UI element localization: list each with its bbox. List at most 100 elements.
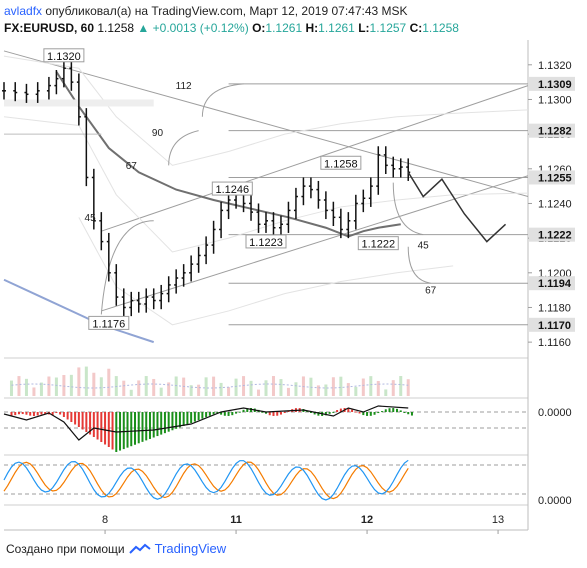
price-label-box: [529, 227, 575, 242]
price-pane[interactable]: [4, 40, 528, 358]
trend-line: [3, 50, 529, 198]
volume-bar: [257, 389, 261, 396]
volume-bar: [376, 380, 380, 396]
volume-bar: [264, 380, 268, 396]
macd-histogram-bar: [134, 412, 136, 445]
macd-histogram-bar: [193, 412, 196, 422]
macd-histogram-bar: [208, 412, 211, 416]
macd-histogram-bar: [205, 412, 208, 418]
macd-histogram-bar: [403, 412, 406, 413]
macd-histogram-bar: [369, 412, 372, 416]
macd-histogram-bar: [212, 412, 215, 415]
macd-histogram-bar: [268, 412, 271, 416]
macd-histogram-bar: [171, 412, 174, 431]
macd-histogram-bar: [238, 411, 241, 413]
macd-pane: 0.0000: [3, 405, 572, 452]
volume-bar: [242, 376, 246, 396]
macd-histogram-bar: [10, 412, 13, 416]
time-axis[interactable]: 8 11 12 13: [102, 514, 504, 534]
volume-bar: [406, 379, 410, 396]
macd-histogram-bar: [287, 410, 290, 412]
macd-histogram-bar: [339, 408, 342, 412]
volume-bar: [129, 389, 133, 396]
volume-bar: [324, 384, 328, 396]
price-tick-label: 1.1320: [538, 60, 572, 72]
stoch-d-line: [3, 461, 409, 500]
macd-histogram-bar: [141, 412, 144, 442]
price-change: +0.0013 (+0.12%): [152, 21, 249, 35]
macd-histogram-bar: [197, 412, 200, 421]
envelope-curve: [78, 217, 454, 326]
macd-histogram-bar: [14, 412, 17, 416]
volume-bar: [234, 378, 238, 396]
volume-bar: [212, 376, 216, 396]
footer: Создано при помощи TradingView: [6, 541, 226, 556]
macd-histogram-bar: [410, 412, 413, 416]
volume-bar: [99, 377, 103, 396]
price-annotation-label: 1.1176: [92, 318, 125, 330]
macd-histogram-bar: [309, 412, 312, 413]
volume-bar: [152, 378, 156, 396]
volume-bar: [17, 376, 21, 396]
publish-header: avladfx опубликовал(а) на TradingView.co…: [4, 4, 408, 18]
tradingview-logo-icon: [128, 543, 151, 554]
macd-histogram-bar: [313, 412, 316, 415]
volume-bar: [39, 382, 43, 396]
fan-arc: [407, 246, 431, 284]
volume-bar: [62, 375, 66, 396]
macd-histogram-bar: [137, 412, 140, 444]
volume-bar: [167, 382, 171, 396]
macd-histogram-bar: [17, 412, 20, 415]
date-label: 8: [102, 514, 108, 526]
fan-arc: [168, 130, 199, 166]
candles-layer: [2, 59, 507, 317]
macd-histogram-bar: [152, 412, 155, 438]
macd-histogram-bar: [44, 412, 47, 414]
price-axis[interactable]: 1.13201.13001.12801.12601.12401.12201.12…: [528, 60, 575, 349]
open-value: 1.1261: [265, 21, 303, 35]
ohlc-header: FX:EURUSD, 60 1.1258 ▲ +0.0013 (+0.12%) …: [4, 21, 459, 35]
price-annotation-label: 1.1320: [47, 51, 81, 63]
price-label: 1.1222: [538, 230, 572, 242]
macd-histogram-bar: [178, 412, 181, 428]
macd-histogram-bar: [156, 412, 159, 437]
macd-histogram-bar: [32, 412, 35, 416]
fan-arc: [392, 182, 424, 236]
macd-line: [3, 405, 409, 441]
macd-histogram-bar: [373, 412, 376, 415]
volume-bar: [354, 386, 358, 396]
macd-histogram-bar: [175, 412, 178, 429]
volume-bar: [279, 379, 283, 396]
price-annotation-label: 1.1246: [215, 184, 249, 196]
author-link[interactable]: avladfx: [4, 4, 43, 18]
price-tick-label: 1.1160: [538, 337, 571, 349]
price-annotation-box: [357, 236, 399, 251]
macd-histogram-bar: [66, 412, 69, 420]
date-label: 12: [361, 514, 373, 526]
price-annotation-label: 1.1222: [361, 239, 395, 251]
macd-histogram-bar: [92, 412, 95, 437]
volume-bar: [54, 377, 58, 396]
channel-lower-line: [101, 175, 529, 312]
volume-bar: [47, 376, 51, 396]
macd-histogram-bar: [242, 409, 245, 412]
annotations-layer: 1.1320 1.1258 1.1246 1.1223 1.1222 1.1176 112 9…: [43, 48, 437, 330]
volume-bar: [286, 387, 290, 396]
symbol-label[interactable]: FX:EURUSD, 60: [4, 21, 95, 35]
macd-histogram-bar: [265, 412, 267, 414]
macd-histogram-bar: [62, 412, 65, 417]
price-label-box: [529, 123, 575, 138]
macd-histogram-bar: [235, 412, 238, 414]
macd-histogram-bar: [351, 409, 354, 412]
volume-bar: [197, 384, 201, 396]
macd-histogram-bar: [21, 412, 24, 415]
tradingview-brand[interactable]: TradingView: [154, 541, 227, 556]
macd-histogram-bar: [186, 412, 189, 425]
volume-bar: [227, 387, 231, 396]
price-annotation-box: [211, 181, 253, 196]
macd-histogram-bar: [250, 408, 253, 412]
macd-histogram-bar: [122, 412, 125, 450]
price-label-box: [529, 170, 575, 185]
volume-bar: [159, 387, 163, 396]
stoch-k-line: [3, 459, 409, 501]
